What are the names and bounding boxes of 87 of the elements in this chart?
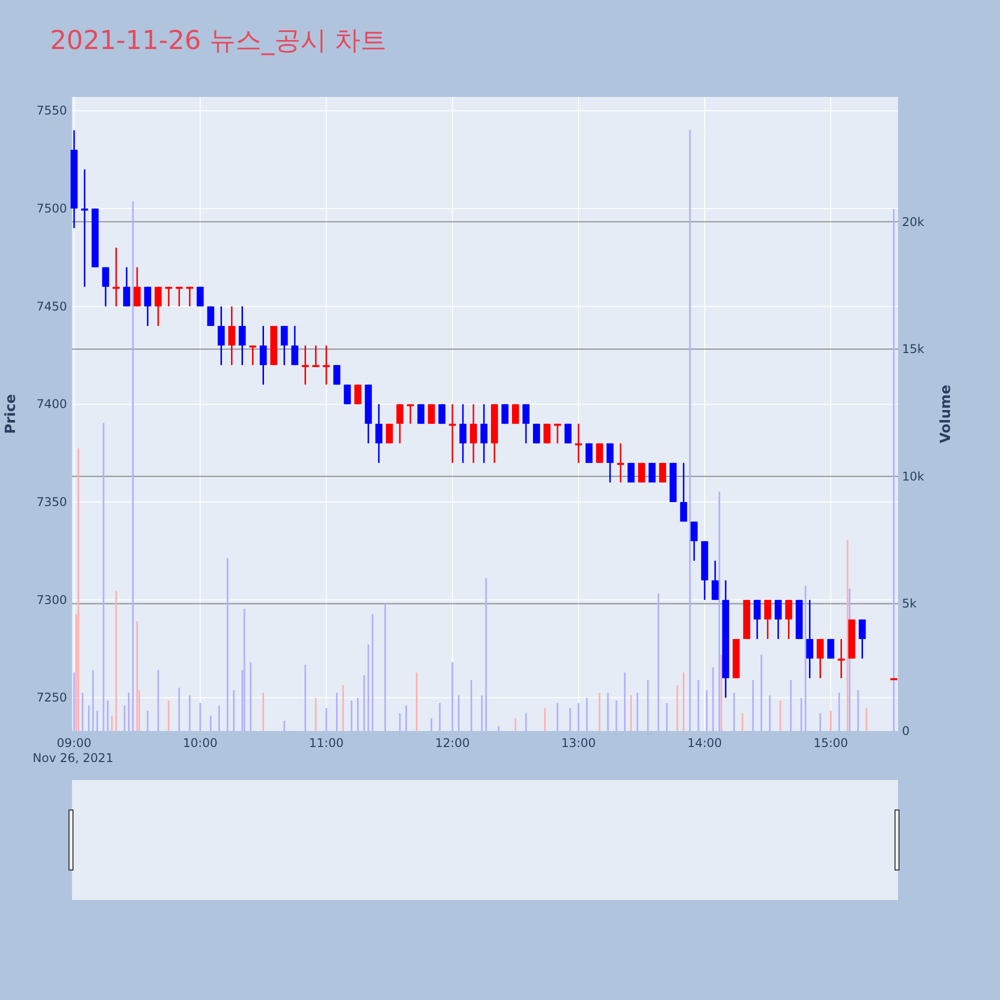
- x-tick-label: 12:00: [435, 736, 470, 750]
- candlestick: [438, 403, 446, 425]
- y-tick-label: 7550: [36, 104, 67, 118]
- text: Nov 26, 2021: [32, 751, 114, 765]
- y-axis-title: Price: [3, 394, 19, 434]
- candlestick: [827, 638, 834, 660]
- x-tick-label: 13:00: [561, 736, 596, 750]
- candlestick: [322, 344, 330, 386]
- candlestick: [522, 403, 530, 444]
- y2-tick-label: 10k: [902, 469, 924, 484]
- candlestick: [838, 638, 845, 679]
- y2-tick-label: 0: [902, 724, 910, 738]
- candlestick: [586, 442, 593, 464]
- candlestick: [354, 384, 362, 405]
- candlestick: [186, 286, 194, 308]
- y-tick-label: 7350: [36, 495, 67, 510]
- candlestick: [774, 599, 782, 640]
- candlestick: [501, 403, 508, 425]
- candlestick: [218, 306, 225, 366]
- candlestick: [112, 246, 120, 308]
- x-tick-label: 14:00: [687, 736, 722, 750]
- candlestick: [406, 403, 414, 425]
- candlestick: [386, 423, 393, 444]
- candlestick: [617, 442, 624, 484]
- y-tick-label: 7250: [36, 690, 67, 705]
- candlestick: [81, 168, 88, 288]
- candlestick: [544, 423, 551, 444]
- y2-tick-label: 20k: [902, 214, 924, 229]
- candlestick: [375, 403, 382, 464]
- candlestick: [596, 442, 604, 464]
- candlestick: [659, 462, 666, 484]
- candlestick: [806, 599, 814, 679]
- chart-title: 2021-11-26 뉴스_공시 차트: [50, 26, 387, 56]
- candlestick: [712, 560, 719, 601]
- y2-tick-label: 15k: [902, 342, 924, 356]
- y2-tick-label: 5k: [902, 596, 917, 611]
- candlestick: [754, 599, 761, 640]
- candlestick: [480, 403, 488, 464]
- candlestick: [459, 403, 466, 464]
- candlestick: [302, 344, 309, 386]
- candlestick: [512, 403, 519, 425]
- candlestick: [207, 306, 214, 327]
- candlestick: [312, 344, 320, 368]
- candlestick: [638, 462, 646, 484]
- candlestick: [554, 423, 562, 444]
- candlestick: [532, 423, 540, 444]
- candlestick: [816, 638, 824, 679]
- candlestick: [575, 423, 582, 464]
- candlestick: [228, 306, 236, 366]
- y2-axis-title: Volume: [938, 384, 954, 444]
- y-tick-label: 7450: [36, 299, 67, 314]
- candlestick: [785, 599, 792, 640]
- y-tick-label: 7500: [36, 202, 67, 216]
- candlestick: [606, 442, 614, 484]
- candlestick: [628, 462, 635, 484]
- y-tick-label: 7300: [36, 592, 67, 607]
- candlestick: [134, 266, 141, 308]
- candlestick: [260, 325, 267, 386]
- x-tick-label: 15:00: [813, 736, 848, 750]
- candlestick: [165, 286, 172, 308]
- candlestick: [428, 403, 435, 425]
- candlestick: [291, 325, 298, 366]
- candlestick: [396, 403, 404, 444]
- candlestick: [344, 384, 351, 405]
- candlestick: [470, 403, 477, 464]
- candlestick: [448, 403, 456, 464]
- x-tick-label: 10:00: [182, 736, 218, 750]
- x-tick-label: 11:00: [309, 736, 344, 750]
- x-tick-label: 09:00: [56, 736, 92, 750]
- candlestick: [858, 618, 866, 660]
- candlestick: [102, 266, 110, 308]
- candlestick: [123, 266, 130, 308]
- candlestick: [154, 286, 162, 327]
- candlestick: [417, 403, 424, 425]
- candlestick: [648, 462, 656, 484]
- candlestick: [144, 286, 152, 327]
- candlestick: [690, 520, 698, 562]
- candlestick: [564, 423, 572, 444]
- candlestick: [680, 462, 688, 522]
- candlestick: [333, 364, 340, 386]
- candlestick: [249, 344, 256, 366]
- candlestick: [196, 286, 204, 308]
- candlestick: [176, 286, 183, 308]
- candlestick: [280, 325, 288, 366]
- candlestick: [764, 599, 772, 640]
- candlestick: [238, 306, 246, 366]
- y-tick-label: 7400: [36, 397, 67, 412]
